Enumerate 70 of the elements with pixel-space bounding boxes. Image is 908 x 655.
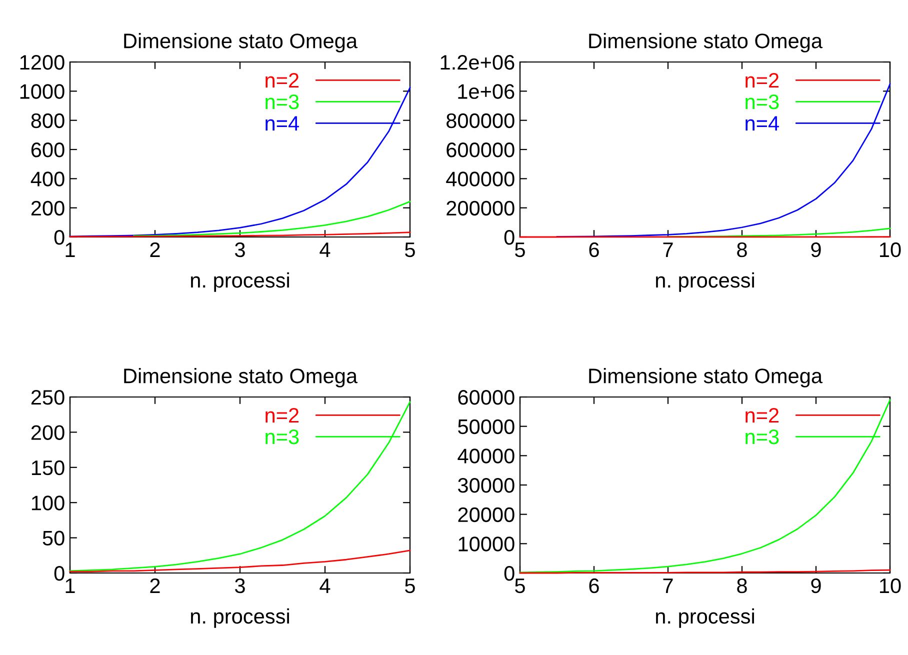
x-tick-label: 4 xyxy=(320,242,330,257)
y-tick-label: 0 xyxy=(504,230,514,245)
y-tick-label: 1e+06 xyxy=(458,84,514,99)
y-tick-label: 250 xyxy=(31,390,64,405)
y-tick-label: 50000 xyxy=(458,419,514,434)
y-tick-label: 600000 xyxy=(446,142,514,158)
x-tick-label: 2 xyxy=(150,242,160,257)
legend-label: n=2 xyxy=(266,408,299,423)
legend-label: n=2 xyxy=(746,72,779,88)
legend-label: n=4 xyxy=(266,116,299,131)
y-tick-label: 800000 xyxy=(446,113,514,128)
chart-title: Dimensione stato Omega xyxy=(124,368,358,388)
y-tick-label: 1200 xyxy=(20,55,64,70)
y-tick-label: 600 xyxy=(31,142,64,158)
chart-title: Dimensione stato Omega xyxy=(589,368,823,388)
y-tick-label: 40000 xyxy=(458,448,514,464)
x-axis-title: n. processi xyxy=(656,608,754,628)
x-tick-label: 8 xyxy=(737,578,747,594)
legend-label: n=3 xyxy=(746,94,779,110)
y-tick-label: 1.2e+06 xyxy=(440,55,514,70)
legend-label: n=3 xyxy=(266,429,299,444)
y-tick-label: 0 xyxy=(54,230,64,245)
x-tick-label: 2 xyxy=(150,578,160,593)
x-axis-title: n. processi xyxy=(191,608,289,628)
y-tick-label: 200000 xyxy=(446,200,514,216)
y-tick-label: 30000 xyxy=(458,478,514,493)
chart-title: Dimensione stato Omega xyxy=(124,33,358,52)
x-tick-label: 10 xyxy=(880,578,901,594)
x-tick-label: 3 xyxy=(235,578,245,594)
y-tick-label: 0 xyxy=(54,566,64,581)
x-tick-label: 9 xyxy=(811,242,821,258)
line-series xyxy=(519,399,891,574)
y-tick-label: 0 xyxy=(504,566,514,581)
x-tick-label: 8 xyxy=(737,242,747,258)
x-tick-label: 5 xyxy=(405,242,415,258)
y-tick-label: 200 xyxy=(31,425,64,440)
y-tick-label: 50 xyxy=(42,530,64,546)
line-series xyxy=(133,200,411,237)
y-tick-label: 100 xyxy=(32,496,64,510)
y-tick-label: 400000 xyxy=(446,172,514,186)
x-axis-title: n. processi xyxy=(656,272,754,292)
legend-label: n=4 xyxy=(746,116,779,131)
x-tick-label: 9 xyxy=(811,578,821,594)
x-tick-label: 6 xyxy=(589,242,599,258)
y-tick-label: 400 xyxy=(30,172,64,186)
x-tick-label: 1 xyxy=(66,578,75,593)
x-tick-label: 5 xyxy=(515,242,525,258)
x-tick-label: 5 xyxy=(405,578,415,594)
y-tick-label: 200 xyxy=(31,200,64,216)
legend-label: n=3 xyxy=(746,429,779,444)
x-tick-label: 1 xyxy=(66,242,75,257)
y-tick-label: 20000 xyxy=(458,507,514,522)
x-tick-label: 10 xyxy=(880,242,901,258)
x-tick-label: 6 xyxy=(589,578,599,594)
x-tick-label: 7 xyxy=(663,578,673,593)
chart-title: Dimensione stato Omega xyxy=(589,33,823,52)
y-tick-label: 1000 xyxy=(20,84,64,99)
y-tick-label: 800 xyxy=(31,113,64,128)
x-tick-label: 4 xyxy=(320,578,330,593)
x-tick-label: 3 xyxy=(235,242,245,258)
y-tick-label: 60000 xyxy=(458,390,514,405)
x-axis-title: n. processi xyxy=(191,272,289,292)
x-tick-label: 5 xyxy=(515,578,525,594)
line-series xyxy=(667,228,891,238)
x-tick-label: 7 xyxy=(663,242,673,257)
y-tick-label: 10000 xyxy=(458,536,514,552)
y-tick-label: 150 xyxy=(32,460,64,476)
legend-label: n=2 xyxy=(266,72,299,88)
legend-label: n=3 xyxy=(266,94,299,110)
legend-label: n=2 xyxy=(746,408,779,423)
